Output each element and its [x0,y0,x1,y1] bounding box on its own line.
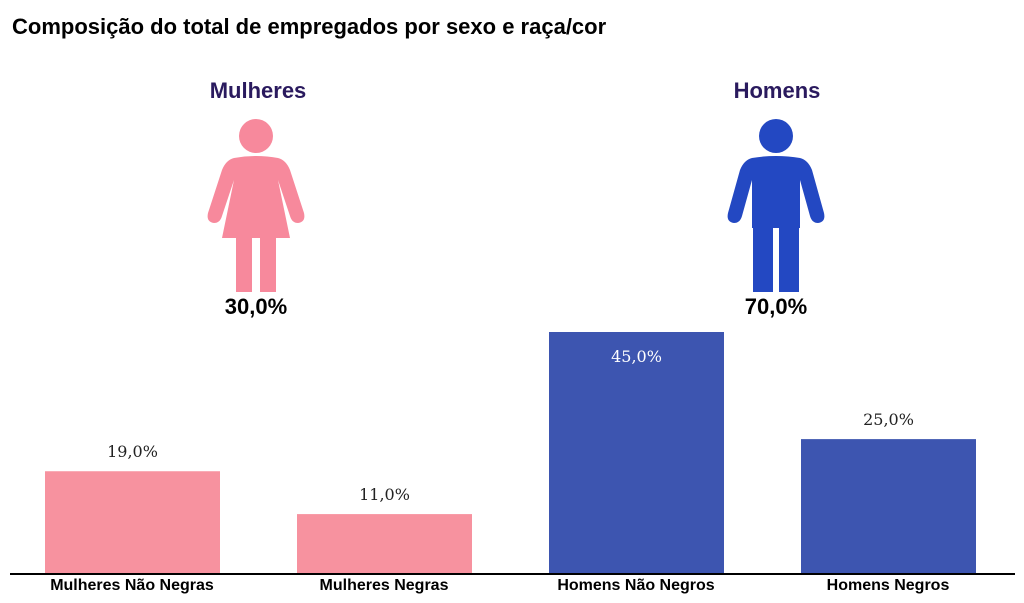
group-title-homens: Homens [733,78,821,103]
data-label: 19,0% [107,442,158,461]
category-label: Homens Não Negros [557,577,715,594]
data-label: 25,0% [863,410,914,429]
data-label: 45,0% [611,347,662,366]
woman-icon [207,119,305,292]
chart-title: Composição do total de empregados por se… [12,14,607,39]
group-total-homens: 70,0% [744,294,808,319]
data-label: 11,0% [359,485,410,504]
group-title-mulheres: Mulheres [209,78,307,103]
category-label: Mulheres Negras [319,577,449,594]
bar [801,439,976,573]
category-label: Homens Negros [826,577,950,594]
man-icon [727,119,825,292]
group-total-mulheres: 30,0% [224,294,288,319]
bar [45,471,220,573]
category-label: Mulheres Não Negras [50,577,214,594]
bar [297,514,472,573]
bar [549,332,724,573]
